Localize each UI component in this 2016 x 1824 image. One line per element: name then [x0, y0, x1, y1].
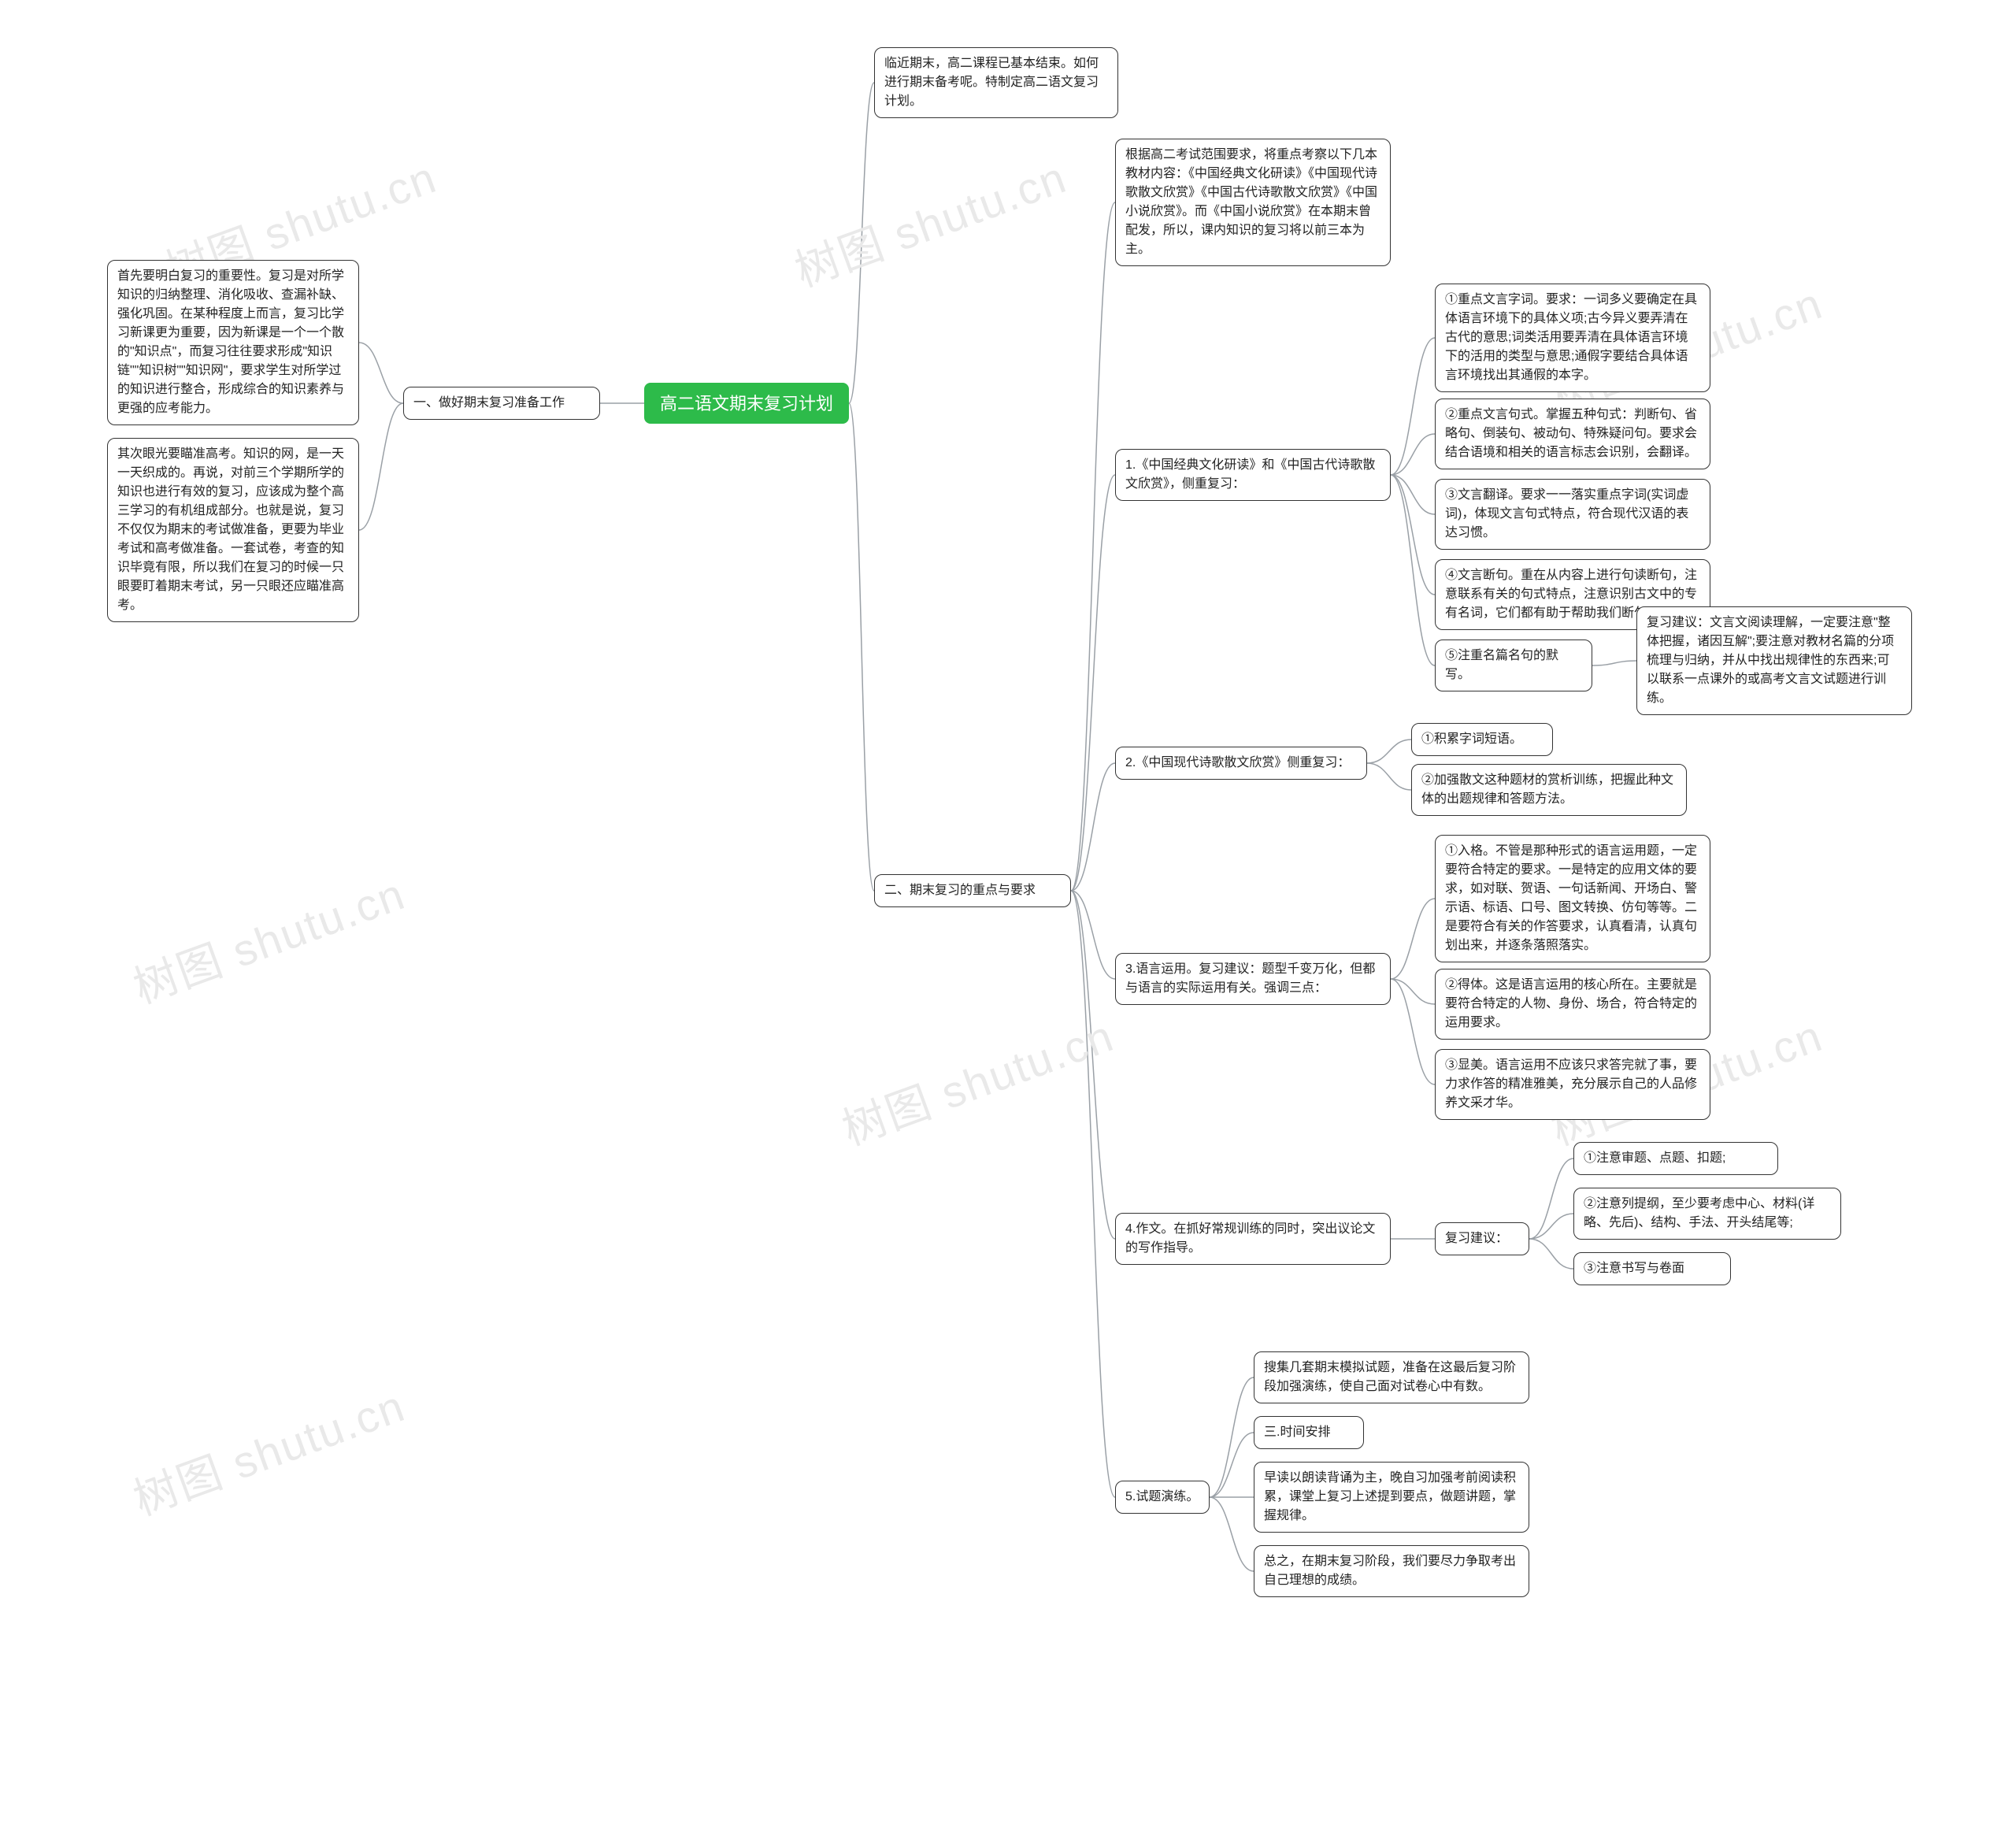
node-label: ③注意书写与卷面: [1584, 1259, 1684, 1278]
watermark: 树图 shutu.cn: [124, 1371, 413, 1529]
edge: [1391, 979, 1435, 1004]
edge: [1367, 763, 1411, 790]
node-L1b[interactable]: 其次眼光要瞄准高考。知识的网，是一天一天织成的。再说，对前三个学期所学的知识也进…: [107, 438, 359, 622]
node-R2_4b[interactable]: ②注意列提纲，至少要考虑中心、材料(详略、先后)、结构、手法、开头结尾等;: [1573, 1188, 1841, 1240]
node-label: 复习建议：文言文阅读理解，一定要注意"整体把握，诸因互解";要注意对教材名篇的分…: [1647, 614, 1902, 708]
edge: [1391, 475, 1435, 665]
node-R2_4[interactable]: 4.作文。在抓好常规训练的同时，突出议论文的写作指导。: [1115, 1213, 1391, 1265]
node-R2_5b[interactable]: 三.时间安排: [1254, 1416, 1364, 1449]
node-label: 1.《中国经典文化研读》和《中国古代诗歌散文欣赏》，侧重复习：: [1125, 456, 1380, 494]
node-R2_3[interactable]: 3.语言运用。复习建议：题型千变万化，但都与语言的实际运用有关。强调三点：: [1115, 953, 1391, 1005]
node-label: ②加强散文这种题材的赏析训练，把握此种文体的出题规律和答题方法。: [1421, 771, 1677, 809]
node-R2_4c[interactable]: ③注意书写与卷面: [1573, 1252, 1731, 1285]
edge: [1391, 338, 1435, 475]
node-R2_1a[interactable]: ①重点文言字词。要求：一词多义要确定在具体语言环境下的具体义项;古今异义要弄清在…: [1435, 284, 1710, 392]
node-label: 复习建议：: [1445, 1229, 1508, 1248]
node-label: ①注意审题、点题、扣题;: [1584, 1149, 1725, 1168]
node-R2_5c[interactable]: 早读以朗读背诵为主，晚自习加强考前阅读积累，课堂上复习上述提到要点，做题讲题，掌…: [1254, 1462, 1529, 1533]
watermark: 树图 shutu.cn: [785, 143, 1074, 300]
node-label: ①重点文言字词。要求：一词多义要确定在具体语言环境下的具体义项;古今异义要弄清在…: [1445, 291, 1700, 385]
node-label: 总之，在期末复习阶段，我们要尽力争取考出自己理想的成绩。: [1264, 1552, 1519, 1590]
node-label: 首先要明白复习的重要性。复习是对所学知识的归纳整理、消化吸收、查漏补缺、强化巩固…: [117, 267, 349, 418]
edge: [1071, 763, 1115, 891]
node-label: 早读以朗读背诵为主，晚自习加强考前阅读积累，课堂上复习上述提到要点，做题讲题，掌…: [1264, 1469, 1519, 1526]
edge: [1529, 1159, 1573, 1239]
node-R2_1b[interactable]: ②重点文言句式。掌握五种句式：判断句、省略句、倒装句、被动句、特殊疑问句。要求会…: [1435, 399, 1710, 469]
node-label: ①积累字词短语。: [1421, 730, 1522, 749]
node-L1[interactable]: 一、做好期末复习准备工作: [403, 387, 600, 420]
edge: [1391, 475, 1435, 595]
node-label: 5.试题演练。: [1125, 1488, 1199, 1507]
edge: [1391, 475, 1435, 514]
node-label: 2.《中国现代诗歌散文欣赏》侧重复习：: [1125, 754, 1350, 773]
node-R2_2[interactable]: 2.《中国现代诗歌散文欣赏》侧重复习：: [1115, 747, 1367, 780]
node-R2_1c[interactable]: ③文言翻译。要求一一落实重点字词(实词虚词)，体现文言句式特点，符合现代汉语的表…: [1435, 479, 1710, 550]
node-label: 二、期末复习的重点与要求: [884, 881, 1036, 900]
node-R2_3a[interactable]: ①入格。不管是那种形式的语言运用题，一定要符合特定的要求。一是特定的应用文体的要…: [1435, 835, 1710, 962]
node-R2_0[interactable]: 根据高二考试范围要求，将重点考察以下几本教材内容：《中国经典文化研读》《中国现代…: [1115, 139, 1391, 266]
node-R2_5a[interactable]: 搜集几套期末模拟试题，准备在这最后复习阶段加强演练，使自己面对试卷心中有数。: [1254, 1351, 1529, 1403]
node-label: 一、做好期末复习准备工作: [413, 394, 565, 413]
node-label: ②重点文言句式。掌握五种句式：判断句、省略句、倒装句、被动句、特殊疑问句。要求会…: [1445, 406, 1700, 462]
edge: [1210, 1377, 1254, 1497]
edge: [1391, 434, 1435, 475]
edge: [1367, 740, 1411, 763]
node-R2_1e[interactable]: ⑤注重名篇名句的默写。: [1435, 640, 1592, 691]
edge: [1071, 891, 1115, 1239]
node-R2_4a[interactable]: ①注意审题、点题、扣题;: [1573, 1142, 1778, 1175]
watermark: 树图 shutu.cn: [124, 859, 413, 1017]
edge: [1529, 1239, 1573, 1269]
node-label: ①入格。不管是那种形式的语言运用题，一定要符合特定的要求。一是特定的应用文体的要…: [1445, 842, 1700, 955]
node-label: ⑤注重名篇名句的默写。: [1445, 647, 1582, 684]
node-label: ③文言翻译。要求一一落实重点字词(实词虚词)，体现文言句式特点，符合现代汉语的表…: [1445, 486, 1700, 543]
node-label: 3.语言运用。复习建议：题型千变万化，但都与语言的实际运用有关。强调三点：: [1125, 960, 1380, 998]
node-R2_5[interactable]: 5.试题演练。: [1115, 1481, 1210, 1514]
edge: [359, 343, 403, 403]
node-label: 其次眼光要瞄准高考。知识的网，是一天一天织成的。再说，对前三个学期所学的知识也进…: [117, 445, 349, 615]
node-R2_1e1[interactable]: 复习建议：文言文阅读理解，一定要注意"整体把握，诸因互解";要注意对教材名篇的分…: [1636, 606, 1912, 715]
node-R2[interactable]: 二、期末复习的重点与要求: [874, 874, 1071, 907]
edge: [359, 403, 403, 530]
node-R2_5d[interactable]: 总之，在期末复习阶段，我们要尽力争取考出自己理想的成绩。: [1254, 1545, 1529, 1597]
node-R2_3b[interactable]: ②得体。这是语言运用的核心所在。主要就是要符合特定的人物、身份、场合，符合特定的…: [1435, 969, 1710, 1040]
edge: [1592, 661, 1636, 665]
node-label: 三.时间安排: [1264, 1423, 1330, 1442]
edge: [1071, 891, 1115, 1497]
node-label: 临近期末，高二课程已基本结束。如何进行期末备考呢。特制定高二语文复习计划。: [884, 54, 1108, 111]
node-label: 4.作文。在抓好常规训练的同时，突出议论文的写作指导。: [1125, 1220, 1380, 1258]
edge: [1210, 1497, 1254, 1571]
node-L1a[interactable]: 首先要明白复习的重要性。复习是对所学知识的归纳整理、消化吸收、查漏补缺、强化巩固…: [107, 260, 359, 425]
edge: [1210, 1433, 1254, 1497]
edge: [849, 403, 874, 891]
node-R2_2a[interactable]: ①积累字词短语。: [1411, 723, 1553, 756]
edge: [1529, 1214, 1573, 1239]
node-label: 高二语文期末复习计划: [660, 391, 833, 417]
edge: [1391, 979, 1435, 1084]
node-label: ③显美。语言运用不应该只求答完就了事，要力求作答的精准雅美，充分展示自己的人品修…: [1445, 1056, 1700, 1113]
mindmap-canvas: 树图 shutu.cn 树图 shutu.cn 树图 shutu.cn 树图 shut…: [0, 0, 2016, 1824]
node-R2_2b[interactable]: ②加强散文这种题材的赏析训练，把握此种文体的出题规律和答题方法。: [1411, 764, 1687, 816]
node-root[interactable]: 高二语文期末复习计划: [644, 383, 849, 424]
node-label: 根据高二考试范围要求，将重点考察以下几本教材内容：《中国经典文化研读》《中国现代…: [1125, 146, 1380, 259]
edge: [1391, 899, 1435, 979]
node-label: ②注意列提纲，至少要考虑中心、材料(详略、先后)、结构、手法、开头结尾等;: [1584, 1195, 1831, 1233]
node-label: 搜集几套期末模拟试题，准备在这最后复习阶段加强演练，使自己面对试卷心中有数。: [1264, 1359, 1519, 1396]
watermark: 树图 shutu.cn: [832, 1001, 1121, 1159]
edge: [849, 83, 874, 403]
node-intro[interactable]: 临近期末，高二课程已基本结束。如何进行期末备考呢。特制定高二语文复习计划。: [874, 47, 1118, 118]
edge: [1071, 475, 1115, 891]
edge: [1071, 202, 1115, 891]
edge: [1071, 891, 1115, 979]
node-label: ②得体。这是语言运用的核心所在。主要就是要符合特定的人物、身份、场合，符合特定的…: [1445, 976, 1700, 1032]
node-R2_3c[interactable]: ③显美。语言运用不应该只求答完就了事，要力求作答的精准雅美，充分展示自己的人品修…: [1435, 1049, 1710, 1120]
node-R2_4s[interactable]: 复习建议：: [1435, 1222, 1529, 1255]
node-R2_1[interactable]: 1.《中国经典文化研读》和《中国古代诗歌散文欣赏》，侧重复习：: [1115, 449, 1391, 501]
